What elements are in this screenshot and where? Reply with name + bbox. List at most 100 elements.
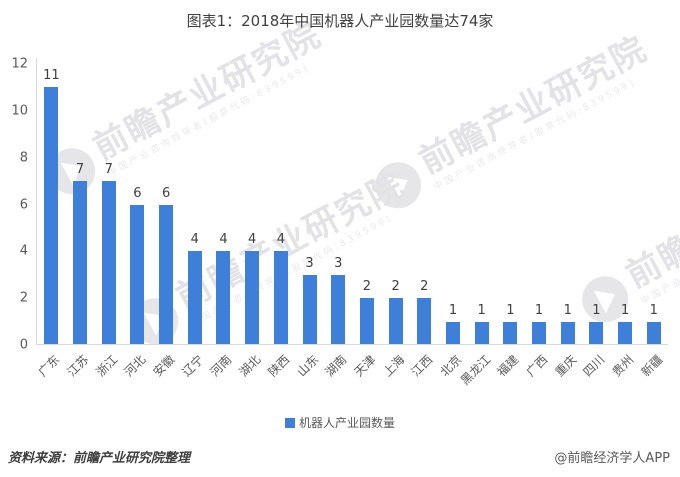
y-tick-label: 8 (19, 150, 28, 166)
source-note: 资料来源：前瞻产业研究院整理 (8, 450, 191, 465)
bar-value-label: 3 (334, 255, 343, 271)
x-axis-label: 湖南 (322, 352, 350, 380)
bar-slot: 7 江苏 (64, 58, 95, 379)
bar-value-label: 2 (420, 279, 429, 295)
x-axis-label: 广东 (35, 352, 63, 380)
y-tick-label: 2 (19, 290, 28, 306)
x-axis-label: 福建 (494, 352, 522, 380)
bar-slot: 1 贵州 (610, 58, 640, 380)
bar-slot: 11 广东 (36, 58, 66, 379)
bar (73, 181, 88, 345)
bar-value-label: 2 (362, 279, 372, 295)
bar-value-label: 1 (534, 302, 544, 318)
bar-slot: 4 辽宁 (179, 58, 209, 379)
bar (159, 204, 174, 345)
bar-value-label: 6 (161, 185, 171, 201)
legend: 机器人产业园数量 (0, 414, 680, 431)
bar-value-label: 6 (133, 185, 142, 201)
y-tick-label: 0 (19, 337, 28, 353)
bar-value-label: 2 (391, 279, 400, 295)
bar-value-label: 7 (75, 162, 85, 178)
bar (216, 251, 231, 345)
x-axis-label: 山东 (293, 352, 321, 380)
bar (474, 321, 489, 345)
bar (187, 251, 202, 345)
bar-value-label: 1 (448, 302, 458, 318)
bar (359, 298, 374, 345)
x-axis-label: 黑龙江 (457, 352, 493, 388)
x-axis-label: 四川 (580, 352, 608, 380)
y-tick-label: 12 (11, 56, 28, 72)
x-axis-label: 重庆 (552, 352, 580, 380)
bar-slot: 3 湖南 (323, 58, 353, 380)
legend-label: 机器人产业园数量 (298, 416, 395, 430)
bar-value-label: 4 (219, 232, 228, 248)
x-axis-label: 湖北 (236, 352, 264, 380)
bar (331, 274, 346, 345)
y-axis-line (36, 58, 37, 345)
bar-value-label: 3 (305, 255, 314, 271)
bar-slot: 1 重庆 (552, 58, 582, 380)
x-axis-label: 新疆 (638, 352, 666, 380)
bar-slot: 1 福建 (495, 58, 525, 380)
bar-value-label: 4 (190, 232, 199, 248)
bar (273, 251, 288, 345)
y-tick-label: 4 (19, 243, 28, 259)
bar-slot: 6 安徽 (151, 58, 181, 380)
bar (44, 87, 59, 345)
bar (532, 321, 547, 345)
y-tick-label: 6 (19, 197, 28, 212)
bar-value-label: 1 (592, 302, 601, 318)
bar-slot: 2 天津 (351, 58, 382, 379)
bar-value-label: 1 (649, 302, 658, 318)
bar-slot: 2 江西 (409, 58, 439, 379)
chart-title: 图表1：2018年中国机器人产业园数量达74家 (186, 12, 494, 30)
bar (302, 274, 317, 345)
footer: 资料来源：前瞻产业研究院整理 @前瞻经济学人APP (8, 447, 670, 466)
legend-swatch-icon (284, 417, 295, 428)
bar (589, 321, 604, 345)
x-axis-label: 陕西 (265, 352, 293, 380)
bar (560, 321, 575, 345)
bar (618, 321, 633, 345)
bar (388, 298, 403, 345)
bar (245, 251, 260, 345)
brand-credit: @前瞻经济学人APP (554, 451, 670, 466)
x-axis-label: 安徽 (150, 352, 178, 380)
x-axis-label: 广西 (523, 352, 551, 380)
x-axis-label: 河北 (121, 352, 149, 380)
bar-value-label: 7 (104, 162, 113, 178)
x-axis-label: 江苏 (64, 352, 92, 380)
x-axis-line (36, 344, 668, 345)
x-axis-label: 江西 (408, 352, 436, 380)
bar-slot: 2 上海 (380, 58, 410, 379)
x-axis-label: 辽宁 (179, 352, 207, 380)
bar-value-label: 4 (248, 232, 257, 248)
bar-value-label: 4 (276, 232, 285, 248)
bar-value-label: 1 (563, 302, 572, 318)
bar-value-label: 1 (620, 302, 630, 318)
bar-slot: 4 河南 (208, 58, 238, 379)
x-axis-label: 贵州 (609, 352, 637, 380)
x-axis-label: 浙江 (93, 352, 121, 380)
x-axis-label: 天津 (351, 352, 379, 380)
bar-slot: 3 山东 (294, 58, 324, 380)
bar-slot: 1 广西 (523, 58, 554, 380)
bar-slot: 7 浙江 (93, 58, 123, 379)
y-tick-label: 10 (11, 103, 28, 119)
bar-slot: 1 北京 (437, 58, 468, 380)
bar-slot: 1 黑龙江 (458, 58, 496, 388)
plot-area: 0 2 4 6 8 10 12 11 广东 7 江苏 7 浙江 6 河北 6 安徽 4 辽宁 4 河南 4 湖北 4 陕西 3 山… (0, 56, 680, 388)
bar (445, 321, 460, 345)
bar (101, 181, 116, 345)
bar-slot: 6 河北 (122, 58, 152, 380)
bar-slot: 4 湖北 (237, 58, 267, 379)
bar (646, 321, 661, 345)
bar-slot: 4 陕西 (265, 58, 296, 379)
bar-value-label: 11 (43, 68, 60, 84)
bar-value-label: 1 (506, 302, 515, 318)
bar-slot: 1 四川 (581, 58, 611, 380)
bar (503, 321, 518, 345)
bar-slot: 1 新疆 (638, 58, 668, 380)
